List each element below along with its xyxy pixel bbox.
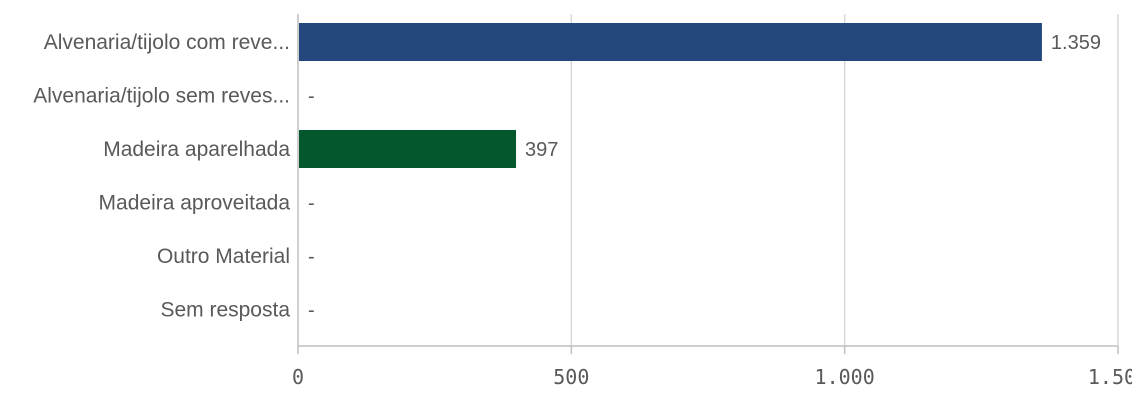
- value-label: 397: [525, 139, 558, 161]
- bar: [299, 130, 517, 168]
- value-label: -: [308, 193, 315, 215]
- value-label: -: [308, 86, 315, 108]
- bars: [299, 23, 1042, 168]
- value-label: 1.359: [1051, 32, 1101, 54]
- x-tick-label: 0: [292, 365, 304, 389]
- x-tick-label: 500: [553, 365, 589, 389]
- value-label: -: [308, 300, 315, 322]
- category-label: Madeira aparelhada: [103, 138, 290, 161]
- gridlines: [297, 14, 1119, 347]
- category-label: Outro Material: [157, 245, 290, 268]
- x-axis-ticks: 0 500 1.000 1.500: [292, 346, 1132, 389]
- category-label: Alvenaria/tijolo sem reves...: [33, 85, 290, 108]
- value-label: -: [308, 246, 315, 268]
- x-tick-label: 1.000: [815, 365, 875, 389]
- x-tick-label: 1.500: [1088, 365, 1132, 389]
- category-label: Alvenaria/tijolo com reve...: [44, 31, 290, 54]
- category-label: Sem resposta: [160, 299, 290, 322]
- category-label: Madeira aproveitada: [99, 192, 291, 215]
- bar: [299, 23, 1042, 61]
- category-labels: Alvenaria/tijolo com reve... Alvenaria/ti…: [33, 31, 290, 322]
- value-labels: 1.359 - 397 - - -: [308, 32, 1101, 322]
